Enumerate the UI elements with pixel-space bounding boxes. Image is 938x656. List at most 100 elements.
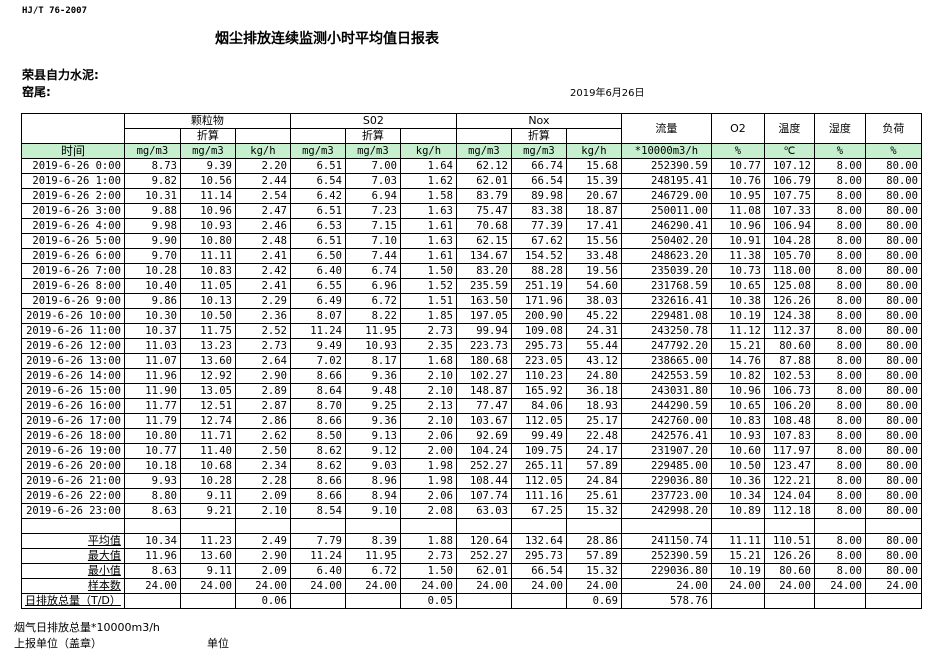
summary-value: 2.73 xyxy=(399,548,457,564)
summary-value: 2.49 xyxy=(234,533,291,549)
value-cell: 6.40 xyxy=(289,263,346,279)
table-row: 2019-6-26 15:00 11.90 13.05 2.89 8.64 9.48 2.1… xyxy=(21,383,922,399)
summary-value xyxy=(763,593,815,609)
value-cell: 7.02 xyxy=(289,353,346,369)
summary-row: 日排放总量（T/D） 0.06 0.05 0.69 578.76 xyxy=(21,593,922,609)
summary-value: 11.23 xyxy=(179,533,236,549)
value-cell: 7.03 xyxy=(344,173,401,189)
value-cell: 10.83 xyxy=(710,413,765,429)
value-cell: 223.05 xyxy=(510,353,567,369)
value-cell: 8.00 xyxy=(813,413,866,429)
value-cell: 80.00 xyxy=(864,353,922,369)
value-cell: 9.90 xyxy=(123,233,181,249)
value-cell: 1.62 xyxy=(399,173,457,189)
value-cell: 107.74 xyxy=(455,488,512,504)
time-cell: 2019-6-26 4:00 xyxy=(21,218,125,234)
value-cell: 1.63 xyxy=(399,203,457,219)
value-cell: 6.72 xyxy=(344,293,401,309)
unit-cell: mg/m3 xyxy=(344,143,401,159)
time-cell: 2019-6-26 9:00 xyxy=(21,293,125,309)
value-cell: 6.96 xyxy=(344,278,401,294)
value-cell: 10.96 xyxy=(710,383,765,399)
value-cell: 1.68 xyxy=(399,353,457,369)
value-cell: 2.44 xyxy=(234,173,291,189)
value-cell: 229485.00 xyxy=(620,458,712,474)
value-cell: 2.52 xyxy=(234,323,291,339)
table-row: 2019-6-26 21:00 9.93 10.28 2.28 8.66 8.96 1.98… xyxy=(21,473,922,489)
value-cell: 80.00 xyxy=(864,473,922,489)
value-cell: 80.00 xyxy=(864,488,922,504)
value-cell: 11.96 xyxy=(123,368,181,384)
value-cell: 36.18 xyxy=(565,383,622,399)
value-cell: 148.87 xyxy=(455,383,512,399)
table-row: 2019-6-26 8:00 10.40 11.05 2.41 6.55 6.96 1.52… xyxy=(21,278,922,294)
value-cell: 8.00 xyxy=(813,503,866,519)
value-cell: 9.86 xyxy=(123,293,181,309)
value-cell: 2.36 xyxy=(234,308,291,324)
value-cell: 8.00 xyxy=(813,188,866,204)
value-cell: 10.34 xyxy=(710,488,765,504)
blank-cell xyxy=(399,128,457,144)
report-title: 烟尘排放连续监测小时平均值日报表 xyxy=(215,31,439,47)
unit-cell: kg/h xyxy=(234,143,291,159)
value-cell: 10.96 xyxy=(179,203,236,219)
group-nox: Nox xyxy=(455,113,622,129)
value-cell: 237723.00 xyxy=(620,488,712,504)
table-row: 2019-6-26 17:00 11.79 12.74 2.86 8.66 9.36 2.1… xyxy=(21,413,922,429)
table-row: 2019-6-26 23:00 8.63 9.21 2.10 8.54 9.10 2.08 6… xyxy=(21,503,922,519)
value-cell: 62.12 xyxy=(455,158,512,174)
value-cell: 231907.20 xyxy=(620,443,712,459)
value-cell: 80.00 xyxy=(864,233,922,249)
blank-cell xyxy=(710,518,765,534)
value-cell: 2.47 xyxy=(234,203,291,219)
summary-value: 13.60 xyxy=(179,548,236,564)
group-pm: 颗粒物 xyxy=(123,113,291,129)
value-cell: 109.75 xyxy=(510,443,567,459)
blank-cell xyxy=(289,518,346,534)
value-cell: 9.82 xyxy=(123,173,181,189)
value-cell: 70.68 xyxy=(455,218,512,234)
reporter-label: 上报单位（盖章） xyxy=(14,637,102,650)
value-cell: 8.00 xyxy=(813,458,866,474)
blank-cell xyxy=(21,518,125,534)
value-cell: 9.49 xyxy=(289,338,346,354)
value-cell: 10.95 xyxy=(710,188,765,204)
value-cell: 11.14 xyxy=(179,188,236,204)
summary-value: 80.00 xyxy=(864,533,922,549)
blank-cell xyxy=(123,518,181,534)
summary-value: 1.50 xyxy=(399,563,457,579)
time-cell: 2019-6-26 5:00 xyxy=(21,233,125,249)
value-cell: 62.01 xyxy=(455,173,512,189)
summary-value: 8.00 xyxy=(813,563,866,579)
value-cell: 25.61 xyxy=(565,488,622,504)
value-cell: 6.51 xyxy=(289,158,346,174)
value-cell: 109.08 xyxy=(510,323,567,339)
time-cell: 2019-6-26 21:00 xyxy=(21,473,125,489)
time-cell: 2019-6-26 11:00 xyxy=(21,323,125,339)
value-cell: 102.27 xyxy=(455,368,512,384)
value-cell: 15.68 xyxy=(565,158,622,174)
value-cell: 10.80 xyxy=(123,428,181,444)
unit-cell: kg/h xyxy=(399,143,457,159)
value-cell: 8.00 xyxy=(813,158,866,174)
summary-value xyxy=(455,593,512,609)
value-cell: 2.73 xyxy=(399,323,457,339)
value-cell: 2.34 xyxy=(234,458,291,474)
value-cell: 252390.59 xyxy=(620,158,712,174)
summary-value: 110.51 xyxy=(763,533,815,549)
value-cell: 19.56 xyxy=(565,263,622,279)
summary-value: 120.64 xyxy=(455,533,512,549)
summary-value: 24.00 xyxy=(510,578,567,594)
value-cell: 80.60 xyxy=(763,338,815,354)
value-cell: 13.05 xyxy=(179,383,236,399)
value-cell: 11.75 xyxy=(179,323,236,339)
value-cell: 10.93 xyxy=(344,338,401,354)
value-cell: 8.00 xyxy=(813,263,866,279)
value-cell: 8.54 xyxy=(289,503,346,519)
value-cell: 54.60 xyxy=(565,278,622,294)
time-cell: 2019-6-26 6:00 xyxy=(21,248,125,264)
summary-value: 24.00 xyxy=(864,578,922,594)
value-cell: 18.93 xyxy=(565,398,622,414)
value-cell: 122.21 xyxy=(763,473,815,489)
value-cell: 2.13 xyxy=(399,398,457,414)
